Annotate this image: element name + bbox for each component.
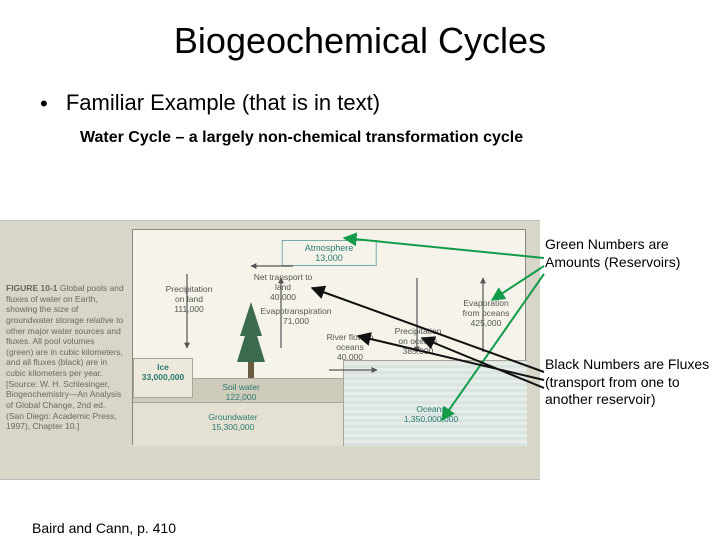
atmosphere-value: 13,000: [315, 253, 343, 263]
evap-ocean-label: Evaporation from oceans425,000: [455, 298, 517, 329]
caption-body: Global pools and fluxes of water on Eart…: [6, 283, 124, 431]
ground-label: Groundwater15,300,000: [193, 412, 273, 432]
figure-scan: FIGURE 10-1 Global pools and fluxes of w…: [0, 220, 540, 480]
bullet-row: • Familiar Example (that is in text): [40, 90, 720, 117]
legend-green: Green Numbers are Amounts (Reservoirs): [545, 236, 710, 271]
bullet-icon: •: [40, 91, 48, 117]
ice-label: Ice33,000,000: [137, 362, 189, 382]
caption-title: FIGURE 10-1: [6, 283, 58, 293]
tree-icon-top: [240, 302, 262, 336]
ocean-label: Oceans1,350,000,000: [391, 404, 471, 424]
atmosphere-box: Atmosphere 13,000: [282, 240, 377, 266]
evapotrans-label: Evapotranspiration71,000: [257, 306, 335, 326]
soil-label: Soil water122,000: [213, 382, 269, 402]
atmosphere-label: Atmosphere: [305, 243, 354, 253]
citation: Baird and Cann, p. 410: [32, 520, 176, 536]
legend-black: Black Numbers are Fluxes (transport from…: [545, 356, 710, 409]
ocean-box: [343, 360, 527, 446]
net-transport-label: Net transport to land40,000: [251, 272, 315, 303]
slide-title: Biogeochemical Cycles: [0, 20, 720, 62]
figure-caption: FIGURE 10-1 Global pools and fluxes of w…: [6, 283, 124, 432]
precip-ocean-label: Precipitation on oceans385,000: [389, 326, 447, 357]
water-cycle-diagram: Atmosphere 13,000 Precipitation on land1…: [132, 229, 526, 445]
precip-land-label: Precipitation on land111,000: [161, 284, 217, 315]
river-label: River flow to oceans40,000: [325, 332, 375, 363]
bullet-text: Familiar Example (that is in text): [66, 90, 380, 115]
sub-heading: Water Cycle – a largely non-chemical tra…: [80, 129, 720, 147]
